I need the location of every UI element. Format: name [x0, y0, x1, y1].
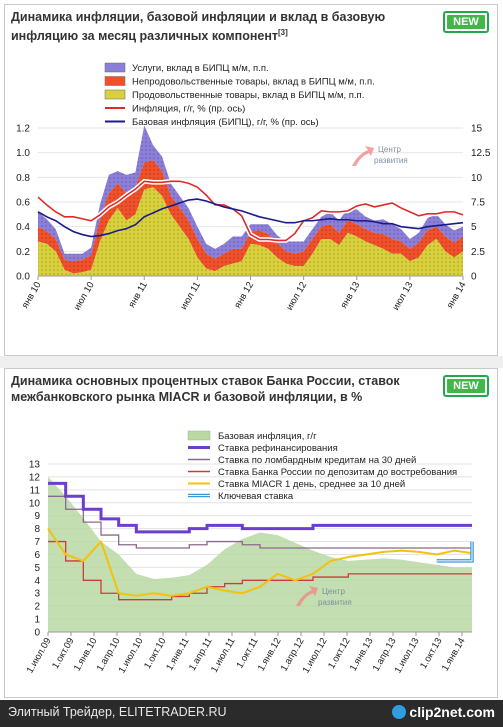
lombard-rate-line: [48, 495, 472, 549]
legend-label: Ставка рефинансирования: [218, 443, 338, 454]
x-axis-tick-label: июл 11: [178, 280, 203, 312]
x-axis-tick-label: янв 11: [126, 280, 150, 310]
legend-label: Ставка Банка России по депозитам до вост…: [218, 467, 457, 478]
left-axis-tick-label: 8: [34, 524, 40, 535]
new-badge-label: NEW: [447, 15, 485, 29]
left-axis-tick-label: 3: [34, 589, 40, 600]
right-axis-tick-label: 10: [471, 173, 483, 184]
legend-swatch: [187, 430, 211, 441]
clip2net-logo[interactable]: clip2net.com: [392, 704, 495, 720]
legend-label: Продовольственные товары, вклад в БИПЦ м…: [132, 90, 364, 101]
legend-label: Непродовольственные товары, вклад в БИПЦ…: [132, 77, 375, 88]
x-axis-tick-label: янв 13: [338, 280, 362, 310]
legend-label: Базовая инфляция (БИПЦ), г/г, % (пр. ось…: [132, 117, 319, 128]
left-axis-tick-label: 4: [34, 576, 40, 587]
x-axis-tick-label: июл 12: [284, 280, 309, 312]
refinancing-rate-line: [48, 481, 472, 534]
x-axis-tick-label: янв 10: [20, 280, 44, 310]
x-axis-tick-label: июл 10: [72, 280, 97, 312]
clip2net-icon: [392, 705, 407, 719]
services-area-texture: [38, 125, 463, 262]
left-axis-tick-label: 13: [29, 460, 41, 471]
core-inflation-line: [37, 198, 464, 238]
miacr-line: [47, 528, 473, 597]
food-area-texture: [38, 187, 463, 276]
legend-label: Инфляция, г/г, % (пр. ось): [132, 104, 245, 115]
inflation-chart: 1.21.00.80.60.40.20.01512.5107.552.50янв…: [16, 62, 491, 312]
footer-source-text: Элитный Трейдер, ELITETRADER.RU: [8, 705, 227, 719]
right-axis-tick-label: 15: [471, 124, 483, 135]
inflation-chart-title-text: Динамика инфляции, базовой инфляции и вк…: [11, 10, 386, 44]
legend-swatch: [104, 76, 126, 86]
left-axis-tick-label: 9: [34, 511, 40, 522]
new-badge-label: NEW: [447, 379, 485, 393]
watermark-line2: развития: [374, 156, 408, 165]
left-axis-tick-label: 5: [34, 563, 40, 574]
legend-swatch: [104, 89, 126, 100]
left-axis-tick-label: 1.0: [16, 148, 30, 159]
right-axis-tick-label: 2.5: [471, 247, 485, 258]
new-badge: NEW: [443, 11, 489, 33]
left-axis-tick-label: 0: [34, 628, 40, 639]
left-axis-tick-label: 11: [30, 485, 41, 496]
panel-separator: [0, 356, 503, 368]
left-axis-tick-label: 1: [34, 615, 40, 626]
legend-swatch: [104, 62, 126, 73]
left-axis-tick-label: 0.0: [16, 272, 30, 283]
footer-bar: Элитный Трейдер, ELITETRADER.RU clip2net…: [0, 700, 503, 727]
deposit-rate-line: [48, 540, 472, 601]
x-axis-tick-label: янв 12: [232, 280, 256, 310]
key-rate-line-inner: [436, 541, 473, 562]
new-badge: NEW: [443, 375, 489, 397]
rates-chart-title: Динамика основных процентных ставок Банк…: [11, 374, 400, 404]
rates-chart: 1312111098765432101.июл.091.окт.091.янв.…: [25, 430, 474, 675]
x-axis-tick-label: июл 13: [390, 280, 415, 312]
inflation-chart-title: Динамика инфляции, базовой инфляции и вк…: [11, 9, 421, 44]
watermark-line1: Центр: [322, 587, 345, 596]
inflation-line: [37, 180, 464, 242]
left-axis-tick-label: 0.4: [16, 222, 30, 233]
left-axis-tick-label: 2: [34, 602, 40, 613]
right-axis-tick-label: 5: [471, 222, 477, 233]
left-axis-tick-label: 0.2: [16, 247, 30, 258]
left-axis-tick-label: 6: [34, 550, 40, 561]
watermark-line2: развития: [318, 598, 352, 607]
left-axis-tick-label: 0.6: [16, 198, 30, 209]
legend-label: Услуги, вклад в БИПЦ м/м, п.п.: [132, 63, 269, 74]
right-axis-tick-label: 0: [471, 272, 477, 283]
right-axis-tick-label: 7.5: [471, 198, 485, 209]
legend-label: Базовая инфляция, г/г: [218, 431, 317, 442]
inflation-chart-panel: Динамика инфляции, базовой инфляции и вк…: [4, 4, 498, 356]
clip2net-label: clip2net.com: [409, 704, 495, 720]
legend-label: Ключевая ставка: [218, 491, 294, 502]
legend-label: Ставка по ломбардным кредитам на 30 дней: [218, 455, 416, 466]
watermark-line1: Центр: [378, 145, 401, 154]
left-axis-tick-label: 10: [29, 498, 41, 509]
right-axis-tick-label: 12.5: [471, 148, 491, 159]
watermark-arrow-icon: [352, 146, 374, 166]
left-axis-tick-label: 12: [29, 472, 41, 483]
left-axis-tick-label: 0.8: [16, 173, 30, 184]
x-axis-tick-label: янв 14: [445, 280, 469, 310]
watermark-arrow-icon: [296, 586, 318, 606]
x-axis-tick-label: 1.июл.09: [25, 636, 54, 675]
left-axis-tick-label: 1.2: [16, 124, 30, 135]
legend-label: Ставка MIACR 1 день, среднее за 10 дней: [218, 479, 405, 490]
footnote-link[interactable]: [3]: [278, 28, 288, 37]
nonfood-area-texture: [38, 160, 463, 274]
left-axis-tick-label: 7: [34, 537, 40, 548]
